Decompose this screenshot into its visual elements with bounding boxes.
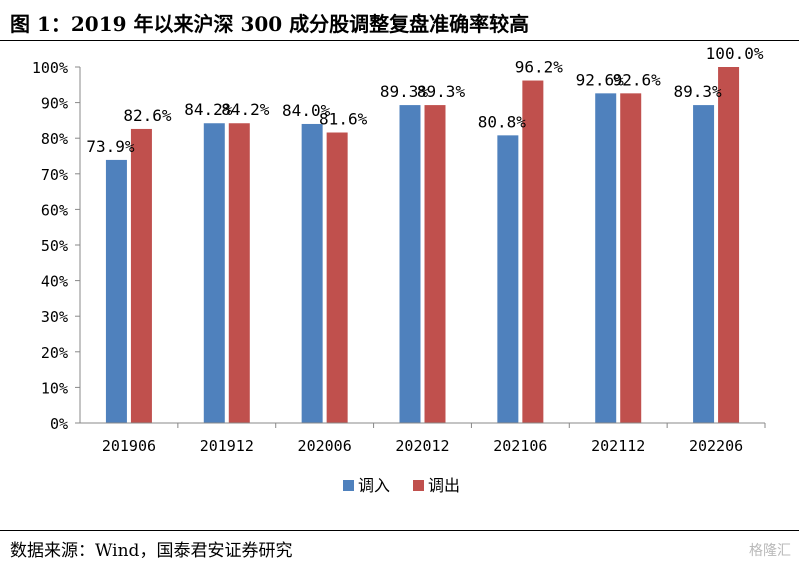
chart-title: 图 1：2019 年以来沪深 300 成分股调整复盘准确率较高 bbox=[10, 12, 530, 36]
x-tick-label: 202106 bbox=[493, 437, 547, 455]
y-tick-label: 20% bbox=[41, 344, 68, 362]
data-label: 73.9% bbox=[86, 137, 135, 156]
data-label: 100.0% bbox=[706, 44, 764, 63]
watermark-logo: 格隆汇 bbox=[749, 543, 791, 559]
data-label: 80.8% bbox=[478, 112, 527, 131]
legend: 调入 调出 bbox=[343, 476, 460, 495]
data-label: 92.6% bbox=[613, 70, 662, 89]
data-label: 92.6% bbox=[576, 70, 625, 89]
bottom-rule bbox=[0, 530, 799, 531]
bars bbox=[105, 67, 740, 424]
y-tick-label: 0% bbox=[50, 415, 68, 433]
x-tick-label: 201906 bbox=[102, 437, 156, 455]
y-tick-label: 10% bbox=[41, 379, 68, 397]
bar-chart: 0% 10% 20% 30% 40% 50% 60% 70% 80% 90% 100% 201906… bbox=[32, 44, 766, 495]
bar-out bbox=[620, 93, 642, 424]
y-tick-label: 30% bbox=[41, 308, 68, 326]
y-tick-label: 50% bbox=[41, 237, 68, 255]
data-label: 89.3% bbox=[673, 82, 722, 101]
y-tick-label: 80% bbox=[41, 130, 68, 148]
y-tick-label: 90% bbox=[41, 95, 68, 113]
bar-in bbox=[301, 123, 323, 424]
bar-in bbox=[399, 105, 421, 423]
legend-swatch bbox=[343, 480, 354, 491]
data-label: 96.2% bbox=[515, 58, 564, 77]
bar-in bbox=[203, 123, 225, 424]
bar-out bbox=[326, 132, 348, 423]
bar-in bbox=[693, 105, 715, 423]
data-label: 89.3% bbox=[380, 82, 429, 101]
data-label: 89.3% bbox=[417, 82, 466, 101]
data-labels: 73.9%82.6% 84.2%84.2% 84.0%81.6%89.3%89.3%… bbox=[86, 44, 763, 156]
source-note: 数据来源：Wind，国泰君安证券研究 bbox=[10, 541, 293, 561]
x-tick-label: 201912 bbox=[200, 437, 254, 455]
x-tick-label: 202012 bbox=[395, 437, 449, 455]
data-label: 84.2% bbox=[184, 100, 233, 119]
bar-out bbox=[718, 67, 740, 423]
data-label: 82.6% bbox=[123, 106, 172, 125]
data-label: 84.0% bbox=[282, 101, 331, 120]
legend-label: 调入 bbox=[358, 476, 390, 495]
bar-out bbox=[424, 105, 446, 423]
legend-swatch bbox=[413, 480, 424, 491]
x-tick-label: 202006 bbox=[298, 437, 352, 455]
y-tick-label: 40% bbox=[41, 273, 68, 291]
legend-label: 调出 bbox=[428, 476, 460, 495]
data-label: 84.2% bbox=[221, 100, 270, 119]
y-tick-label: 60% bbox=[41, 201, 68, 219]
bar-out bbox=[228, 123, 250, 424]
y-tick-label: 70% bbox=[41, 166, 68, 184]
bar-in bbox=[497, 135, 519, 423]
data-label: 81.6% bbox=[319, 110, 368, 129]
y-axis: 0% 10% 20% 30% 40% 50% 60% 70% 80% 90% 100% bbox=[32, 59, 81, 433]
bar-out bbox=[130, 128, 152, 423]
y-tick-label: 100% bbox=[32, 59, 68, 77]
top-rule bbox=[0, 40, 799, 41]
bar-out bbox=[522, 80, 544, 423]
bar-in bbox=[105, 159, 127, 423]
x-tick-label: 202112 bbox=[591, 437, 645, 455]
x-tick-label: 202206 bbox=[689, 437, 743, 455]
bar-in bbox=[595, 93, 617, 424]
x-axis: 201906 201912 202006 202012 202106 202112 2022… bbox=[80, 422, 766, 455]
